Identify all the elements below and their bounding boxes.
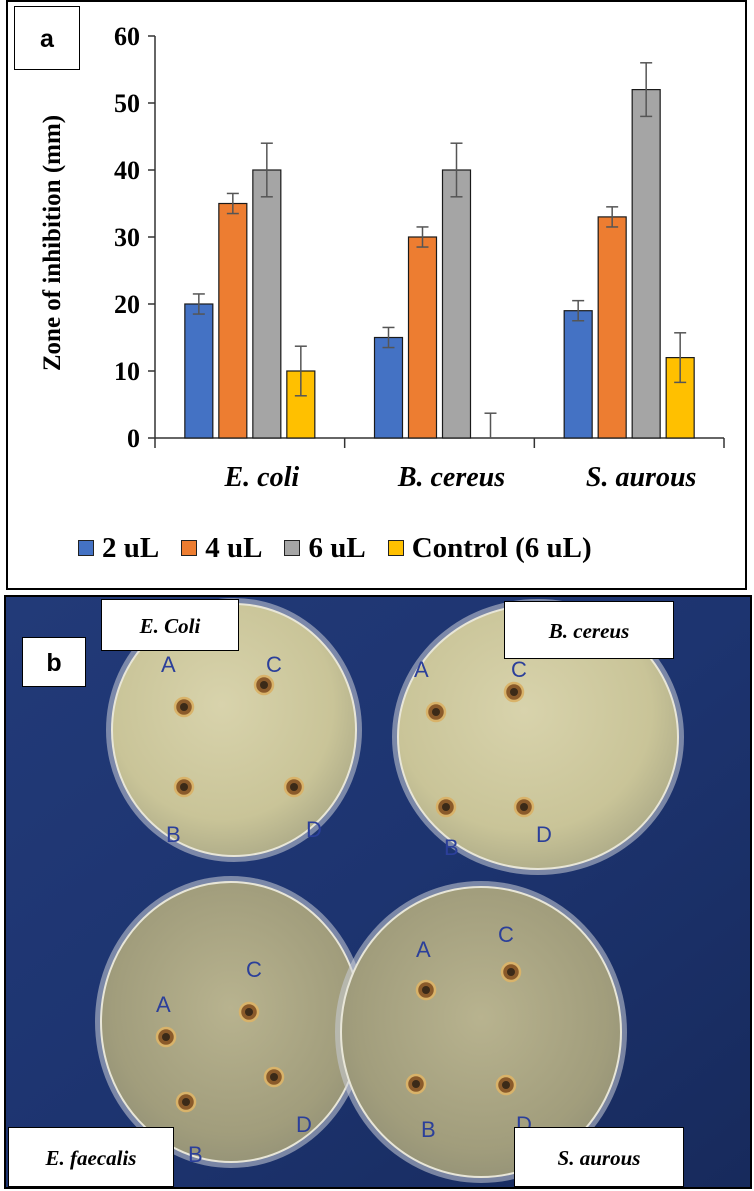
bar-chart: 0 10 20 30 40 50 60 E. coli B. cereus S. aurous Zo…	[39, 22, 725, 493]
bar	[631, 88, 661, 439]
petri-dish: A B C D	[106, 598, 362, 862]
well-mark: D	[536, 822, 552, 847]
legend-item: Control (6 uL)	[387, 531, 592, 565]
agar-well-center	[270, 1073, 278, 1081]
well-mark: D	[296, 1112, 312, 1137]
agar-well-center	[520, 803, 528, 811]
plate-label-e-coli: E. Coli	[101, 599, 239, 651]
plate-label-s-aurous: S. aurous	[514, 1127, 684, 1187]
legend-label: Control (6 uL)	[411, 531, 592, 564]
agar-surface	[340, 886, 622, 1178]
x-category-label: B. cereus	[397, 462, 505, 493]
well-mark: C	[511, 657, 527, 682]
petri-dish: A B C D	[95, 876, 367, 1168]
y-tick-label: 0	[127, 424, 140, 453]
well-mark: B	[421, 1117, 436, 1142]
legend-swatch	[284, 540, 301, 556]
well-mark: A	[414, 657, 429, 682]
agar-well-center	[290, 783, 298, 791]
plate-label-e-faecalis: E. faecalis	[8, 1127, 174, 1187]
y-tick-label: 20	[114, 290, 140, 319]
legend-swatch	[387, 540, 404, 556]
well-mark: B	[188, 1142, 203, 1167]
well-mark: C	[266, 652, 282, 677]
agar-well-center	[182, 1098, 190, 1106]
bar	[252, 169, 282, 439]
panel-b-label: b	[22, 637, 86, 687]
bar	[597, 216, 627, 439]
agar-well-center	[442, 803, 450, 811]
legend-label: 6 uL	[308, 531, 366, 564]
legend-swatch	[181, 540, 198, 556]
y-tick-label: 30	[114, 223, 140, 252]
agar-well-center	[507, 968, 515, 976]
bar	[441, 169, 472, 439]
bar	[407, 236, 438, 439]
x-category-label: E. coli	[223, 462, 299, 493]
y-axis-title: Zone of inhibition (mm)	[39, 115, 66, 371]
agar-well-center	[502, 1081, 510, 1089]
y-tick-label: 10	[114, 357, 140, 386]
agar-well-center	[162, 1033, 170, 1041]
legend-item: 2 uL	[78, 532, 159, 565]
y-tick-label: 60	[114, 22, 140, 51]
agar-well-center	[422, 986, 430, 994]
plate-label-b-cereus: B. cereus	[504, 601, 674, 659]
agar-well-center	[180, 783, 188, 791]
well-mark: A	[156, 992, 171, 1017]
bar	[218, 202, 248, 439]
agar-well-center	[432, 708, 440, 716]
legend-item: 4 uL	[181, 532, 262, 565]
agar-well-center	[245, 1008, 253, 1016]
chart-legend: 2 uL 4 uL 6 uL Control (6 uL)	[78, 528, 592, 568]
legend-swatch	[78, 540, 94, 556]
well-mark: B	[444, 835, 459, 860]
well-mark: C	[498, 922, 514, 947]
bar	[373, 336, 404, 439]
agar-well-center	[510, 688, 518, 696]
petri-dish: A B C D	[392, 599, 684, 875]
well-mark: C	[246, 957, 262, 982]
well-mark: A	[161, 652, 176, 677]
well-mark: A	[416, 937, 431, 962]
panel-a-chart: 0 10 20 30 40 50 60 E. coli B. cereus S. aurous Zo…	[6, 0, 747, 590]
y-tick-label: 50	[114, 89, 140, 118]
legend-label: 4 uL	[205, 531, 263, 564]
y-tick-label: 40	[114, 156, 140, 185]
well-mark: D	[306, 817, 322, 842]
well-mark: B	[166, 822, 181, 847]
legend-item: 6 uL	[284, 531, 366, 565]
legend-label: 2 uL	[102, 531, 160, 564]
agar-well-center	[260, 681, 268, 689]
agar-well-center	[412, 1080, 420, 1088]
bar	[184, 303, 214, 439]
bar	[563, 310, 593, 439]
agar-surface	[100, 881, 362, 1163]
x-category-label: S. aurous	[586, 462, 697, 493]
agar-well-center	[180, 703, 188, 711]
panel-a-label: a	[14, 6, 80, 70]
